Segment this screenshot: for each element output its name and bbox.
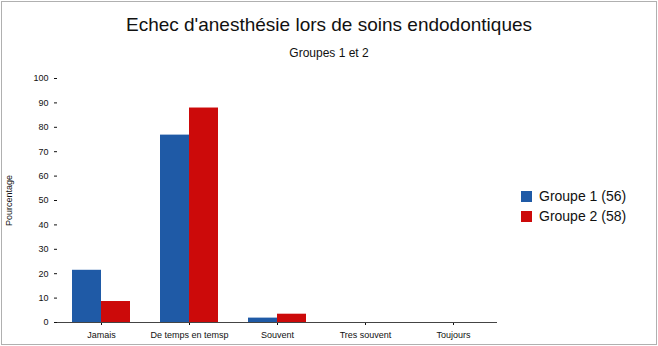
svg-text:90: 90 xyxy=(38,98,48,108)
svg-text:50: 50 xyxy=(38,195,48,205)
svg-text:Souvent: Souvent xyxy=(261,330,295,340)
html-text:Groupe 1 (56): Groupe 1 (56) xyxy=(539,188,627,204)
svg-text:0: 0 xyxy=(43,317,48,327)
svg-text:80: 80 xyxy=(38,122,48,132)
svg-text:Tres souvent: Tres souvent xyxy=(340,330,392,340)
html-text:Echec d'anesthésie lors de soi: Echec d'anesthésie lors de soins endodon… xyxy=(126,14,532,35)
svg-text:Jamais: Jamais xyxy=(87,330,116,340)
svg-text:Pourcentage: Pourcentage xyxy=(4,175,14,226)
svg-text:100: 100 xyxy=(33,73,48,83)
html-text:Groupe 2 (58): Groupe 2 (58) xyxy=(539,208,627,224)
svg-text:Toujours: Toujours xyxy=(436,330,471,340)
svg-text:40: 40 xyxy=(38,220,48,230)
svg-text:60: 60 xyxy=(38,171,48,181)
svg-text:70: 70 xyxy=(38,147,48,157)
svg-text:De temps en temsp: De temps en temsp xyxy=(150,330,228,340)
svg-text:30: 30 xyxy=(38,244,48,254)
svg-text:10: 10 xyxy=(38,293,48,303)
html-text:Groupes 1 et 2: Groupes 1 et 2 xyxy=(289,46,369,60)
svg-text:20: 20 xyxy=(38,269,48,279)
